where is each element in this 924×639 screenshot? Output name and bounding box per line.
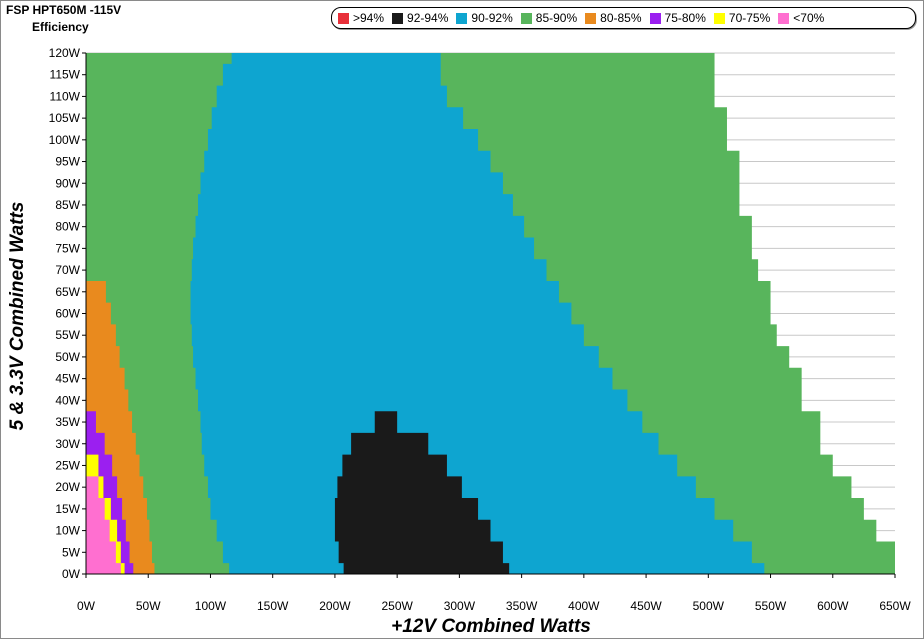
legend-item: >94%	[338, 11, 384, 25]
legend-swatch	[585, 12, 597, 24]
x-tick-label: 600W	[817, 599, 849, 613]
x-tick-label: 0W	[77, 599, 96, 613]
chart-subtitle: Efficiency	[32, 20, 89, 34]
y-tick-label: 75W	[55, 241, 80, 255]
legend-label: <70%	[793, 11, 825, 25]
legend-item: 70-75%	[713, 11, 771, 25]
x-tick-label: 450W	[630, 599, 662, 613]
y-tick-label: 20W	[55, 480, 80, 494]
y-tick-label: 105W	[49, 111, 81, 125]
legend-swatch	[520, 12, 532, 24]
legend-label: 85-90%	[535, 11, 578, 25]
legend-label: 75-80%	[664, 11, 706, 25]
legend-item: 85-90%	[520, 11, 578, 25]
zone-90-92%	[190, 53, 765, 574]
y-tick-label: 115W	[50, 68, 81, 82]
y-tick-label: 45W	[55, 372, 80, 386]
legend-item: 92-94%	[392, 11, 448, 25]
y-tick-label: 80W	[55, 220, 80, 234]
x-tick-label: 150W	[257, 599, 289, 613]
chart-title: FSP HPT650M -115V	[6, 3, 122, 17]
legend-swatch	[649, 12, 661, 24]
y-tick-label: 85W	[55, 198, 80, 212]
y-tick-label: 50W	[55, 350, 80, 364]
y-tick-label: 5W	[62, 545, 81, 559]
x-tick-label: 50W	[136, 599, 161, 613]
y-tick-label: 90W	[55, 176, 80, 190]
y-tick-label: 110W	[50, 89, 81, 103]
y-tick-label: 100W	[49, 133, 81, 147]
legend-swatch	[713, 12, 725, 24]
y-tick-label: 25W	[55, 458, 80, 472]
y-tick-label: 10W	[55, 524, 80, 538]
legend-label: 70-75%	[728, 11, 771, 25]
legend-label: 92-94%	[407, 11, 449, 25]
y-tick-label: 40W	[55, 393, 80, 407]
y-tick-label: 0W	[62, 567, 81, 581]
y-tick-label: 95W	[55, 155, 80, 169]
y-tick-label: 30W	[55, 437, 80, 451]
y-tick-label: 35W	[55, 415, 80, 429]
x-tick-label: 250W	[381, 599, 413, 613]
y-tick-label: 60W	[55, 307, 80, 321]
y-tick-label: 55W	[55, 328, 80, 342]
x-tick-label: 500W	[693, 599, 725, 613]
x-tick-label: 100W	[195, 599, 227, 613]
x-tick-label: 400W	[568, 599, 600, 613]
y-tick-label: 120W	[49, 46, 81, 60]
y-tick-label: 15W	[55, 502, 80, 516]
x-tick-label: 300W	[444, 599, 476, 613]
legend-item: 80-85%	[585, 11, 642, 25]
legend-label: 80-85%	[600, 11, 642, 25]
legend-swatch	[456, 12, 468, 24]
x-tick-label: 650W	[879, 599, 911, 613]
x-tick-label: 200W	[319, 599, 351, 613]
legend-swatch	[338, 12, 349, 24]
y-tick-label: 65W	[55, 285, 80, 299]
legend-swatch	[392, 12, 404, 24]
legend-item: 90-92%	[456, 11, 513, 25]
zone-<70%	[86, 476, 121, 574]
legend-label: >94%	[353, 11, 385, 25]
zone-92-94%	[334, 411, 510, 574]
legend-item: <70%	[778, 11, 824, 25]
legend-swatch	[778, 12, 790, 24]
legend-item: 75-80%	[649, 11, 706, 25]
x-axis-label: +12V Combined Watts	[391, 616, 591, 637]
x-tick-label: 550W	[755, 599, 787, 613]
legend: >94% 92-94% 90-92% 85-90% 80-85% 75-80% 70-75%…	[331, 7, 916, 29]
legend-label: 90-92%	[471, 11, 513, 25]
x-tick-label: 350W	[506, 599, 538, 613]
y-tick-label: 70W	[55, 263, 80, 277]
